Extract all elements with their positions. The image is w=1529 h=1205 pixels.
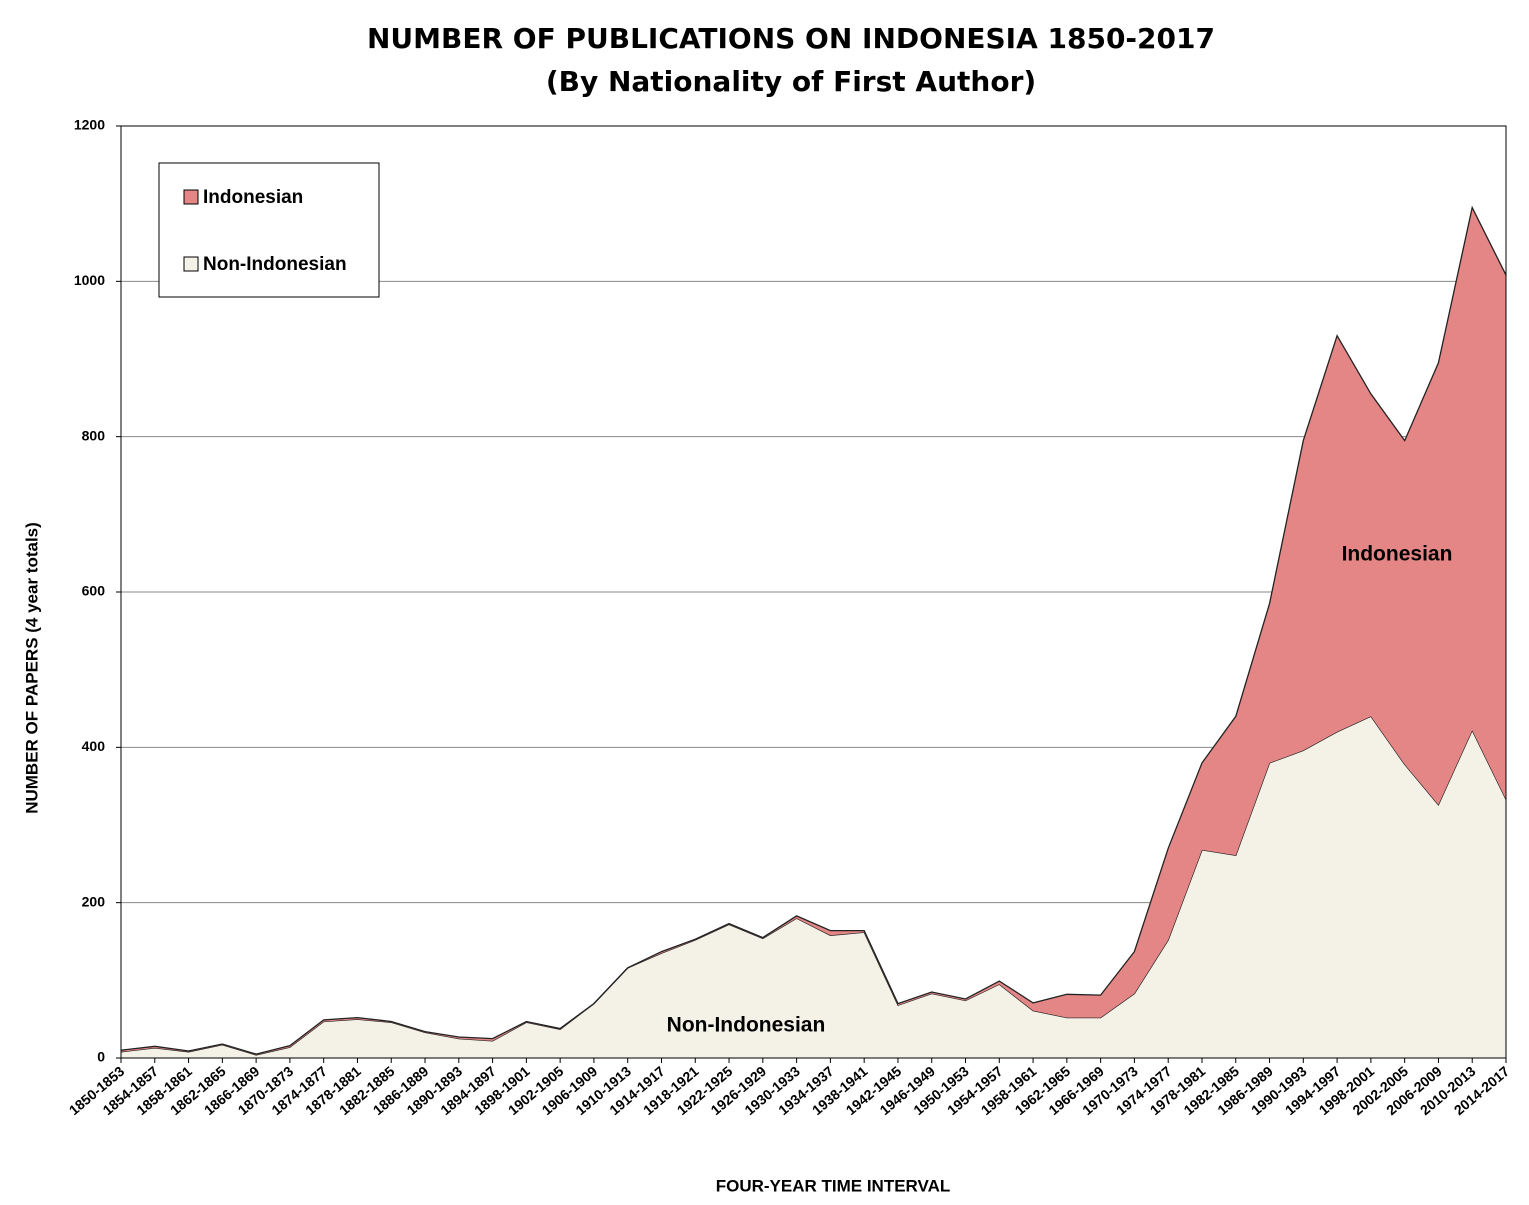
area bbox=[121, 716, 1506, 1058]
plot-border bbox=[120, 125, 1507, 1059]
x-axis-label: FOUR-YEAR TIME INTERVAL bbox=[716, 1176, 951, 1195]
area-edge bbox=[120, 205, 1507, 1055]
legend-label: Indonesian bbox=[203, 187, 303, 208]
legend: Indonesian Non-Indonesian bbox=[158, 162, 380, 298]
annotation: Indonesian bbox=[1342, 543, 1453, 566]
y-tick-label: 400 bbox=[82, 738, 106, 754]
legend-swatch bbox=[183, 256, 199, 272]
y-axis-label: NUMBER OF PAPERS (4 year totals) bbox=[22, 522, 41, 814]
y-tick-label: 200 bbox=[82, 893, 106, 909]
legend-swatch bbox=[183, 189, 199, 205]
y-tick-label: 800 bbox=[82, 427, 106, 443]
legend-box bbox=[158, 162, 380, 298]
y-tick-label: 0 bbox=[97, 1049, 105, 1065]
y-tick-label: 1000 bbox=[74, 272, 105, 288]
legend-label: Non-Indonesian bbox=[203, 254, 347, 275]
annotation: Non-Indonesian bbox=[667, 1014, 826, 1037]
chart-subtitle: (By Nationality of First Author) bbox=[546, 65, 1036, 98]
y-tick-label: 1200 bbox=[74, 117, 105, 133]
chart-title: NUMBER OF PUBLICATIONS ON INDONESIA 1850… bbox=[367, 22, 1215, 55]
y-tick-label: 600 bbox=[82, 583, 106, 599]
